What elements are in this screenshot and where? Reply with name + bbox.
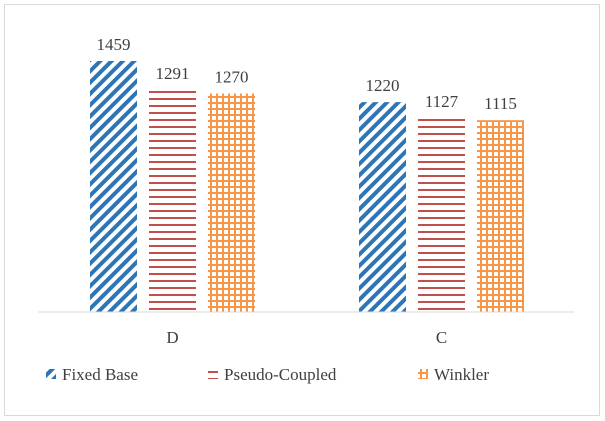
bar-c-fixed-base (359, 102, 406, 312)
bar-d-pseudo-coupled (149, 89, 196, 313)
value-label: 1459 (97, 35, 131, 54)
value-label: 1291 (156, 64, 190, 83)
bar-c-pseudo-coupled (418, 118, 465, 312)
legend-label: Winkler (434, 365, 489, 384)
legend-item-pseudo-coupled: Pseudo-Coupled (208, 365, 337, 384)
category-label-c: C (436, 328, 447, 347)
bars-group (90, 61, 524, 313)
value-label: 1220 (366, 76, 400, 95)
legend: Fixed Base Pseudo-Coupled Winkler (46, 365, 489, 384)
legend-swatch (208, 369, 218, 379)
value-label: 1115 (484, 94, 517, 113)
legend-label: Pseudo-Coupled (224, 365, 337, 384)
category-label-d: D (166, 328, 178, 347)
value-label: 1127 (425, 92, 459, 111)
legend-label: Fixed Base (62, 365, 138, 384)
bar-d-fixed-base (90, 61, 137, 312)
legend-item-fixed-base: Fixed Base (46, 365, 138, 384)
legend-item-winkler: Winkler (418, 365, 489, 384)
value-label: 1270 (215, 68, 249, 87)
bar-c-winkler (477, 120, 524, 312)
value-labels-group: 1459 1291 1270 1220 1127 1115 (97, 35, 517, 113)
bar-d-winkler (208, 93, 255, 312)
legend-swatch (418, 369, 428, 379)
legend-swatch (46, 369, 56, 379)
